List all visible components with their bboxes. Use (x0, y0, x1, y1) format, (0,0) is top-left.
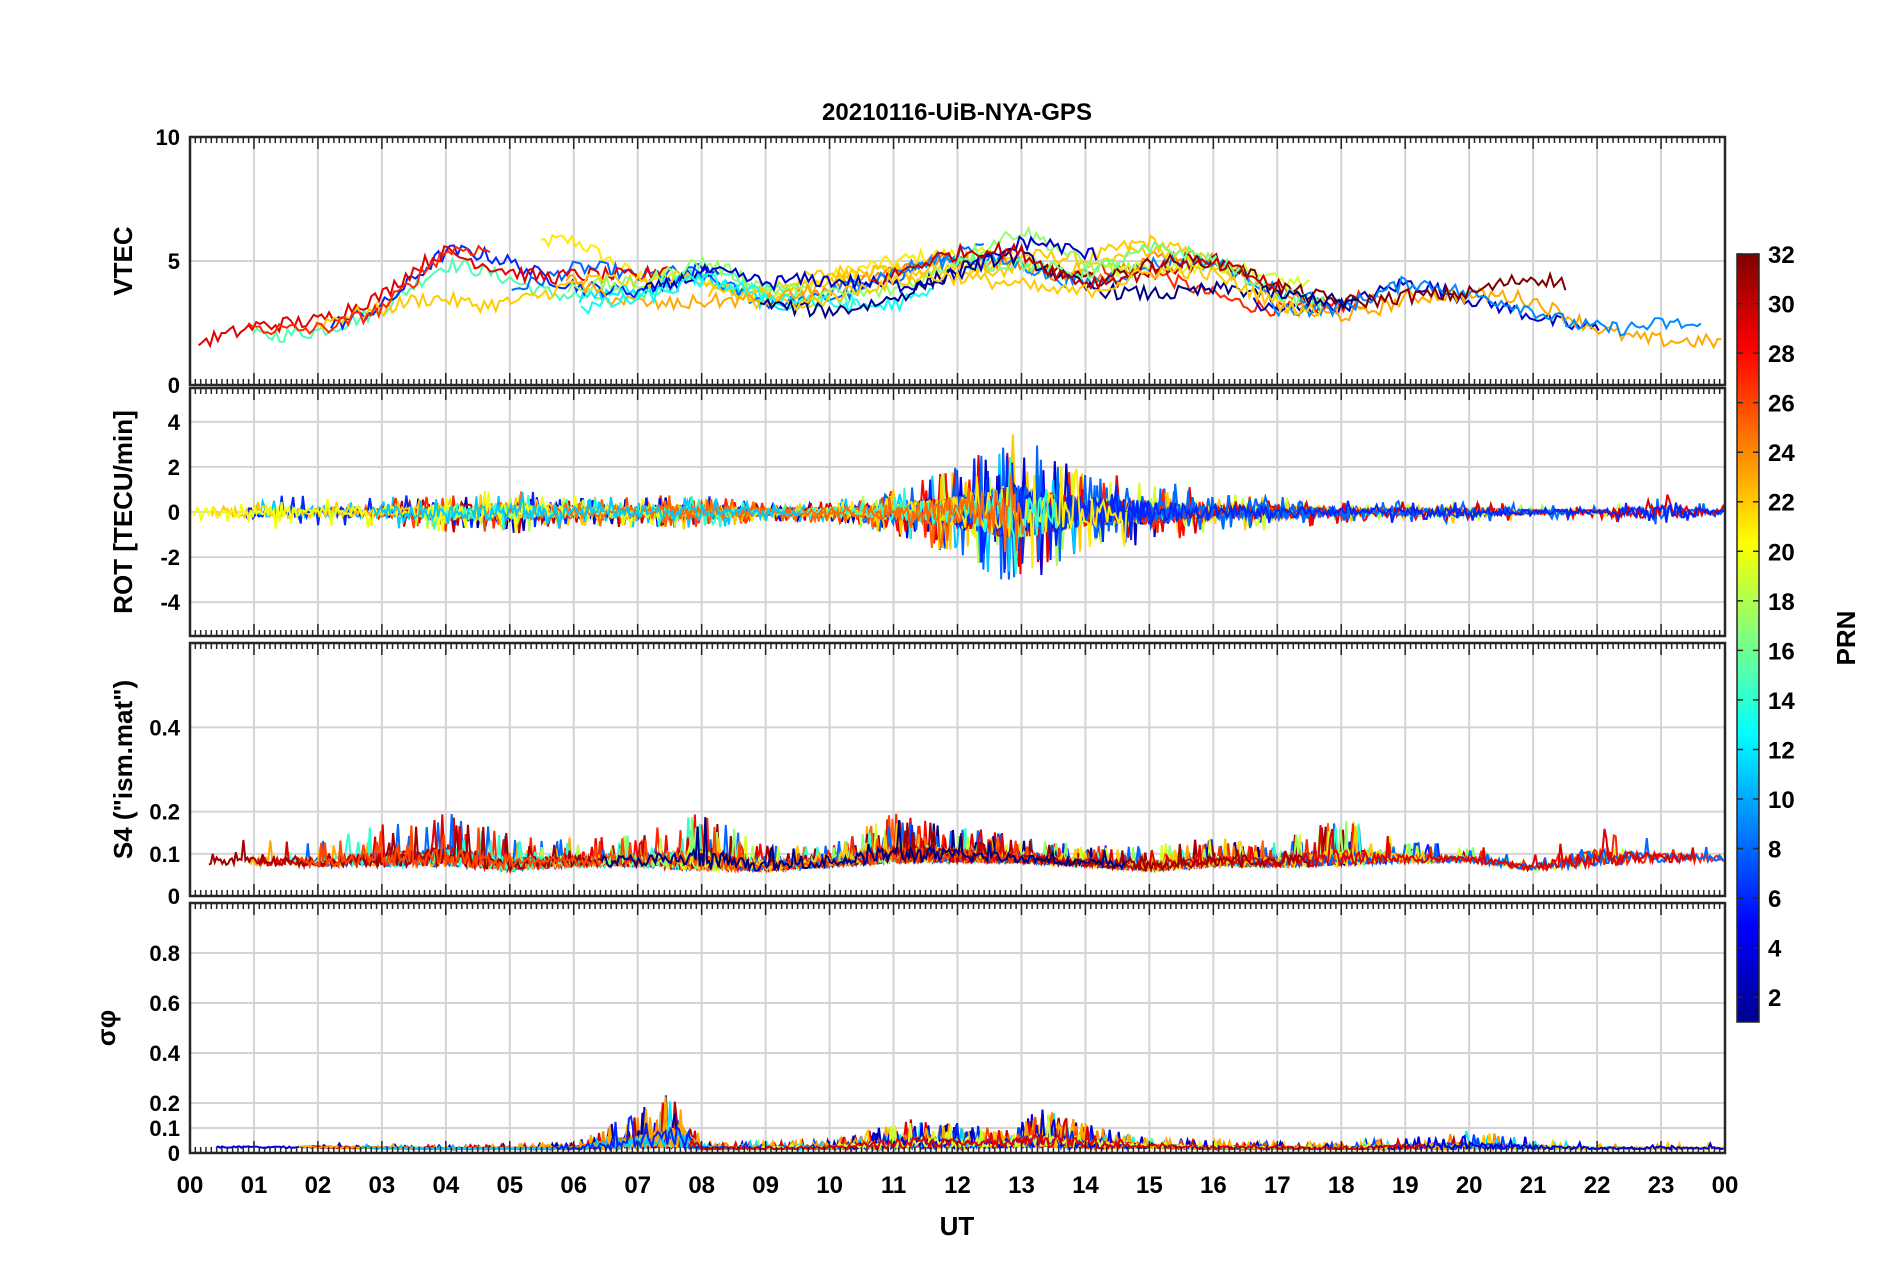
x-tick-label: 20 (1456, 1172, 1483, 1199)
x-tick-label: 21 (1520, 1172, 1547, 1199)
y-tick-label: 2 (168, 455, 180, 480)
series-prn-3 (642, 235, 1098, 294)
x-tick-label: 22 (1584, 1172, 1611, 1199)
y-tick-label: 0 (168, 373, 180, 398)
colorbar-tick-label: 28 (1768, 341, 1795, 368)
traces (192, 434, 1725, 580)
y-axis-label: VTEC (108, 226, 138, 296)
colorbar-tick-label: 16 (1768, 638, 1795, 665)
x-tick-label: 16 (1200, 1172, 1227, 1199)
series-prn-11 (371, 492, 802, 529)
x-tick-label: 01 (241, 1172, 268, 1199)
colorbar-tick-label: 24 (1768, 440, 1795, 467)
y-tick-label: 10 (156, 125, 180, 150)
colorbar-tick-label: 22 (1768, 490, 1795, 517)
x-tick-label: 09 (752, 1172, 779, 1199)
y-tick-label: 0.1 (149, 842, 180, 867)
x-tick-label: 10 (816, 1172, 843, 1199)
y-axis-label: σφ (91, 1010, 121, 1046)
colorbar-tick-label: 30 (1768, 292, 1795, 319)
y-tick-label: -2 (160, 545, 180, 570)
x-tick-label: 00 (1712, 1172, 1739, 1199)
traces (197, 225, 1722, 350)
colorbar-tick-label: 6 (1768, 886, 1781, 913)
x-tick-label: 17 (1264, 1172, 1291, 1199)
y-tick-label: 0.4 (149, 1041, 180, 1066)
colorbar-label: PRN (1831, 611, 1861, 666)
x-tick-label: 12 (944, 1172, 971, 1199)
x-tick-label: 07 (624, 1172, 651, 1199)
y-tick-label: -4 (160, 590, 180, 615)
colorbar-tick-label: 26 (1768, 391, 1795, 418)
series-prn-22 (791, 264, 1324, 317)
x-tick-label: 14 (1072, 1172, 1099, 1199)
series-prn-22 (707, 243, 1236, 302)
y-axis-label: ROT [TECU/min] (108, 410, 138, 614)
colorbar-tick-label: 20 (1768, 539, 1795, 566)
traces (208, 813, 1725, 875)
x-tick-label: 08 (688, 1172, 715, 1199)
panel-4: 00.10.2 0.4 0.6 0.8 σφ (91, 901, 1727, 1166)
colorbar-tick-label: 14 (1768, 688, 1795, 715)
series-prn-19 (1105, 254, 1310, 291)
y-tick-label: 0.6 (149, 991, 180, 1016)
series-prn-1 (600, 817, 1127, 873)
y-tick-label: 5 (168, 249, 180, 274)
series-prn-29 (853, 825, 1696, 873)
x-tick-label: 15 (1136, 1172, 1163, 1199)
y-tick-label: 0.2 (149, 1091, 180, 1116)
y-tick-label: 0 (168, 500, 180, 525)
x-tick-label: 18 (1328, 1172, 1355, 1199)
x-tick-label: 04 (432, 1172, 459, 1199)
series-prn-30 (871, 240, 1284, 294)
y-tick-label: 0.4 (149, 715, 180, 740)
y-tick-label: 0 (168, 884, 180, 909)
y-tick-label: 0.1 (149, 1116, 180, 1141)
colorbar-tick-label: 2 (1768, 985, 1781, 1012)
x-tick-label: 03 (369, 1172, 396, 1199)
colorbar-tick-label: 12 (1768, 737, 1795, 764)
panel-1: 0 5 10 VTEC (108, 125, 1727, 398)
series-prn-17 (567, 225, 1137, 302)
x-tick-label: 11 (881, 1172, 906, 1199)
series-prn-20 (192, 490, 665, 533)
colorbar-tick-label: 32 (1768, 242, 1795, 269)
colorbar-tick-label: 8 (1768, 837, 1781, 864)
figure-title: 20210116-UiB-NYA-GPS (822, 99, 1092, 126)
x-tick-label: 02 (305, 1172, 332, 1199)
panel-3: 0 0.1 0.2 0.4 S4 ("ism.mat") (108, 641, 1727, 909)
x-tick-label: 13 (1008, 1172, 1035, 1199)
colorbar-tick-label: 18 (1768, 589, 1795, 616)
series-prn-6 (330, 244, 720, 332)
colorbar-scale (1736, 253, 1760, 1023)
y-tick-label: 0.8 (149, 941, 180, 966)
x-tick-label: 23 (1648, 1172, 1675, 1199)
y-tick-label: 0.2 (149, 800, 180, 825)
x-tick-label: 06 (560, 1172, 587, 1199)
x-axis-label: UT (940, 1211, 975, 1241)
series-prn-27 (247, 244, 491, 336)
panel-2: -4 -2 0 2 4 ROT [TECU/min] (108, 386, 1727, 638)
y-tick-label: 0 (168, 1141, 180, 1166)
x-tick-label: 00 (177, 1172, 204, 1199)
y-axis-label: S4 ("ism.mat") (108, 680, 138, 859)
colorbar-tick-label: 4 (1768, 936, 1782, 963)
y-tick-label: 4 (168, 410, 181, 435)
colorbar-tick-label: 10 (1768, 787, 1795, 814)
x-tick-label: 05 (496, 1172, 523, 1199)
x-tick-label: 19 (1392, 1172, 1419, 1199)
